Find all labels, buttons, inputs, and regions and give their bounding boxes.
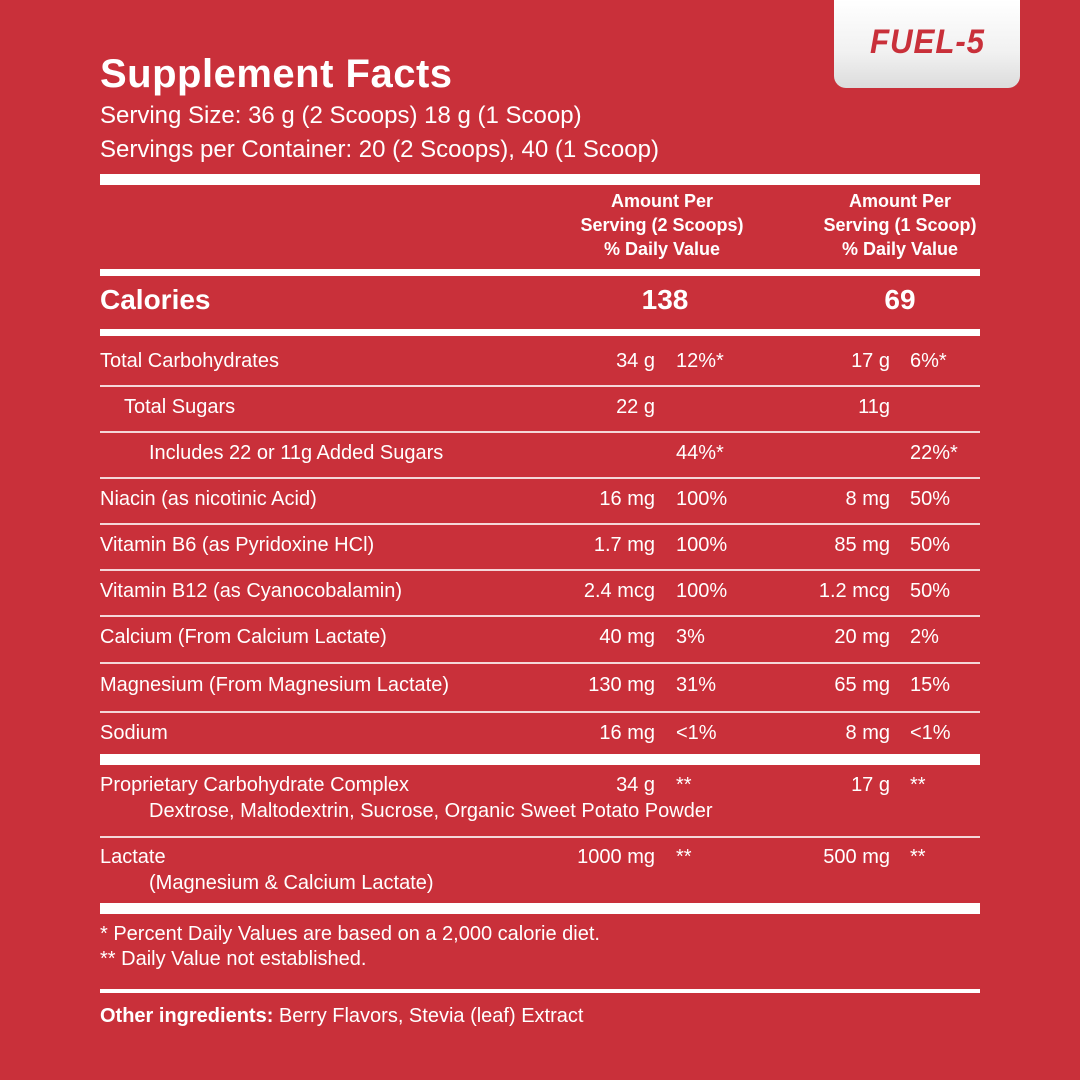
other-ingredients-value: Berry Flavors, Stevia (leaf) Extract bbox=[273, 1005, 584, 1027]
dv-1-scoop: 50% bbox=[910, 580, 951, 602]
divider-thick bbox=[100, 754, 980, 765]
dv-1-scoop: 6%* bbox=[910, 350, 947, 372]
nutrient-name: Sodium bbox=[100, 722, 168, 744]
amount-1-scoop: 500 mg bbox=[823, 846, 890, 868]
header-line: Amount Per bbox=[610, 191, 713, 211]
nutrient-name: Total Sugars bbox=[124, 396, 236, 418]
header-line: % Daily Value bbox=[841, 239, 959, 259]
header-line: Serving (1 Scoop) bbox=[823, 215, 977, 235]
dv-1-scoop: ** bbox=[910, 846, 926, 868]
amount-2-scoops: 2.4 mcg bbox=[583, 580, 655, 602]
dv-2-scoops: 31% bbox=[676, 674, 717, 696]
divider-thin bbox=[100, 662, 980, 664]
footnote: ** Daily Value not established. bbox=[100, 948, 367, 970]
dv-2-scoops: 100% bbox=[676, 488, 728, 510]
dv-2-scoops: 100% bbox=[676, 534, 728, 556]
dv-2-scoops: <1% bbox=[676, 722, 717, 744]
dv-1-scoop: 22%* bbox=[910, 442, 958, 464]
amount-2-scoops: 34 g bbox=[616, 774, 655, 796]
divider-medium bbox=[100, 329, 980, 336]
nutrient-name: Niacin (as nicotinic Acid) bbox=[100, 488, 317, 510]
dv-1-scoop: 15% bbox=[910, 674, 951, 696]
ingredient-detail: (Magnesium & Calcium Lactate) bbox=[149, 872, 434, 894]
divider-medium bbox=[100, 989, 980, 993]
amount-2-scoops: 1.7 mg bbox=[593, 534, 655, 556]
amount-1-scoop: 8 mg bbox=[845, 488, 890, 510]
header-line: Serving (2 Scoops) bbox=[580, 215, 744, 235]
amount-1-scoop: 85 mg bbox=[834, 534, 890, 556]
amount-1-scoop: 17 g bbox=[851, 774, 890, 796]
nutrient-name: Vitamin B6 (as Pyridoxine HCl) bbox=[100, 534, 375, 556]
divider-thick bbox=[100, 174, 980, 185]
dv-2-scoops: 12%* bbox=[676, 350, 724, 372]
amount-1-scoop: 20 mg bbox=[834, 626, 890, 648]
nutrient-name: Magnesium (From Magnesium Lactate) bbox=[100, 674, 450, 696]
nutrient-name: Includes 22 or 11g Added Sugars bbox=[149, 442, 444, 464]
header-line: % Daily Value bbox=[603, 239, 721, 259]
amount-2-scoops: 16 mg bbox=[599, 488, 655, 510]
divider-thin bbox=[100, 477, 980, 479]
dv-1-scoop: <1% bbox=[910, 722, 951, 744]
amount-2-scoops: 130 mg bbox=[588, 674, 655, 696]
page-title: Supplement Facts bbox=[100, 52, 453, 96]
footnote: * Percent Daily Values are based on a 2,… bbox=[100, 923, 600, 945]
dv-2-scoops: 3% bbox=[676, 626, 705, 648]
brand-name: FUEL-5 bbox=[869, 22, 985, 61]
dv-1-scoop: 50% bbox=[910, 488, 951, 510]
other-ingredients: Other ingredients: Berry Flavors, Stevia… bbox=[100, 1005, 583, 1028]
dv-2-scoops: ** bbox=[676, 846, 692, 868]
amount-1-scoop: 1.2 mcg bbox=[818, 580, 890, 602]
amount-2-scoops: 16 mg bbox=[599, 722, 655, 744]
ingredient-detail: Dextrose, Maltodextrin, Sucrose, Organic… bbox=[149, 800, 713, 822]
divider-thin bbox=[100, 836, 980, 838]
dv-2-scoops: 100% bbox=[676, 580, 728, 602]
other-ingredients-label: Other ingredients: bbox=[100, 1005, 274, 1027]
nutrient-name: Total Carbohydrates bbox=[100, 350, 279, 372]
nutrient-name: Lactate bbox=[100, 846, 166, 868]
amount-2-scoops: 34 g bbox=[616, 350, 655, 372]
dv-2-scoops: ** bbox=[676, 774, 692, 796]
amount-1-scoop: 8 mg bbox=[845, 722, 890, 744]
calories-value-2-scoops: 138 bbox=[641, 284, 689, 315]
serving-size: Serving Size: 36 g (2 Scoops) 18 g (1 Sc… bbox=[100, 102, 582, 129]
amount-2-scoops: 22 g bbox=[616, 396, 655, 418]
calories-label: Calories bbox=[100, 284, 211, 315]
column-header-1-scoop: Amount Per Serving (1 Scoop) % Daily Val… bbox=[800, 189, 1000, 261]
dv-1-scoop: ** bbox=[910, 774, 926, 796]
divider-thin bbox=[100, 431, 980, 433]
amount-1-scoop: 65 mg bbox=[834, 674, 890, 696]
amount-2-scoops: 40 mg bbox=[599, 626, 655, 648]
brand-badge: FUEL-5 bbox=[834, 0, 1020, 88]
dv-1-scoop: 50% bbox=[910, 534, 951, 556]
divider-thin bbox=[100, 569, 980, 571]
column-header-2-scoops: Amount Per Serving (2 Scoops) % Daily Va… bbox=[560, 189, 764, 261]
header-line: Amount Per bbox=[848, 191, 951, 211]
calories-value-1-scoop: 69 bbox=[884, 284, 916, 315]
divider-thin bbox=[100, 523, 980, 525]
divider-thin bbox=[100, 385, 980, 387]
servings-per-container: Servings per Container: 20 (2 Scoops), 4… bbox=[100, 136, 659, 163]
nutrient-name: Proprietary Carbohydrate Complex bbox=[100, 774, 410, 796]
dv-2-scoops: 44%* bbox=[676, 442, 724, 464]
amount-1-scoop: 11g bbox=[858, 396, 890, 418]
divider-thin bbox=[100, 711, 980, 713]
amount-1-scoop: 17 g bbox=[851, 350, 890, 372]
nutrient-name: Calcium (From Calcium Lactate) bbox=[100, 626, 387, 648]
divider-thin bbox=[100, 615, 980, 617]
amount-2-scoops: 1000 mg bbox=[577, 846, 655, 868]
dv-1-scoop: 2% bbox=[910, 626, 939, 648]
nutrient-name: Vitamin B12 (as Cyanocobalamin) bbox=[100, 580, 403, 602]
divider-medium bbox=[100, 269, 980, 276]
divider-thick bbox=[100, 903, 980, 914]
